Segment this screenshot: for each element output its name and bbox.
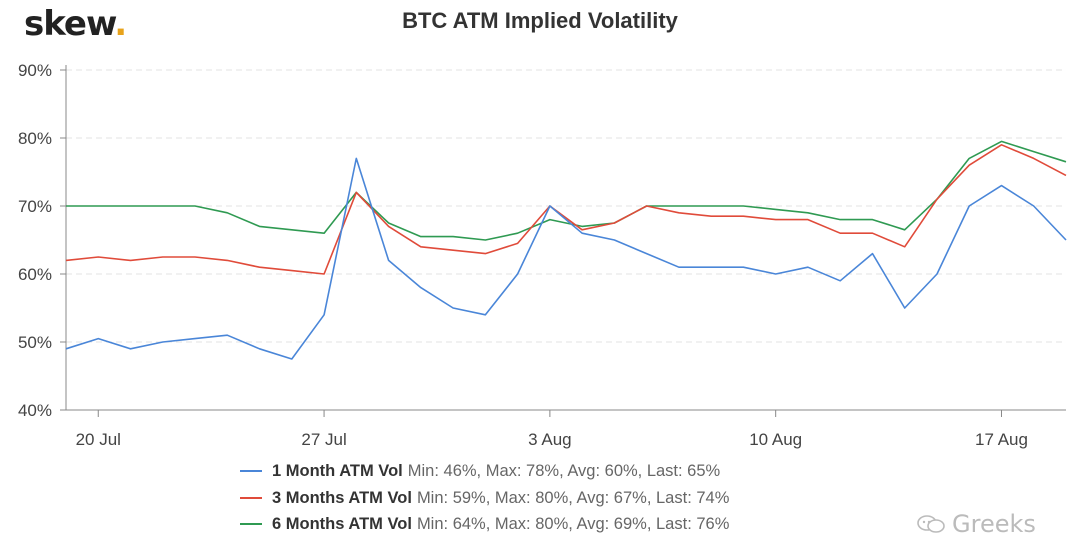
legend-item-1m[interactable]: 1 Month ATM Vol Min: 46%, Max: 78%, Avg:…	[240, 458, 729, 485]
skew-logo: skew.	[24, 4, 127, 44]
legend-item-3m[interactable]: 3 Months ATM Vol Min: 59%, Max: 80%, Avg…	[240, 485, 729, 512]
x-tick-label: 27 Jul	[301, 430, 346, 449]
watermark: Greeks	[916, 510, 1036, 538]
wechat-icon	[917, 515, 945, 533]
chart-title: BTC ATM Implied Volatility	[402, 8, 678, 33]
x-tick-label: 10 Aug	[749, 430, 802, 449]
grid	[66, 69, 1066, 343]
y-tick-label: 50%	[18, 333, 52, 352]
series-lines	[65, 140, 1067, 360]
series-line-6m	[66, 140, 1067, 241]
legend-swatch	[240, 523, 262, 526]
legend-series-stats: Min: 64%, Max: 80%, Avg: 69%, Last: 76%	[416, 515, 730, 533]
legend-swatch	[240, 470, 262, 473]
legend-series-name: 1 Month ATM Vol	[272, 462, 403, 480]
legend-series-stats: Min: 59%, Max: 80%, Avg: 67%, Last: 74%	[416, 488, 730, 507]
y-tick-label: 90%	[18, 61, 52, 80]
legend-series-name: 3 Months ATM Vol	[272, 488, 412, 507]
legend-swatch	[240, 496, 262, 499]
x-tick-label: 3 Aug	[528, 430, 572, 449]
series-line-3m	[65, 144, 1067, 275]
legend-series-stats: Min: 46%, Max: 78%, Avg: 60%, Last: 65%	[407, 462, 721, 480]
legend-item-6m[interactable]: 6 Months ATM Vol Min: 64%, Max: 80%, Avg…	[240, 511, 729, 538]
axes: 40% 50% 60% 70% 80% 90% 20 Jul 27 Jul 3 Aug 10 Au…	[18, 61, 1066, 449]
x-tick-label: 17 Aug	[975, 430, 1028, 449]
watermark-text: Greeks	[952, 510, 1036, 538]
y-tick-label: 70%	[18, 197, 52, 216]
series-line-1m	[65, 157, 1067, 360]
legend: 1 Month ATM Vol Min: 46%, Max: 78%, Avg:…	[240, 458, 729, 538]
legend-series-name: 6 Months ATM Vol	[272, 515, 412, 533]
y-tick-label: 60%	[18, 265, 52, 284]
y-tick-label: 80%	[18, 129, 52, 148]
x-tick-label: 20 Jul	[76, 430, 121, 449]
y-tick-label: 40%	[18, 401, 52, 420]
